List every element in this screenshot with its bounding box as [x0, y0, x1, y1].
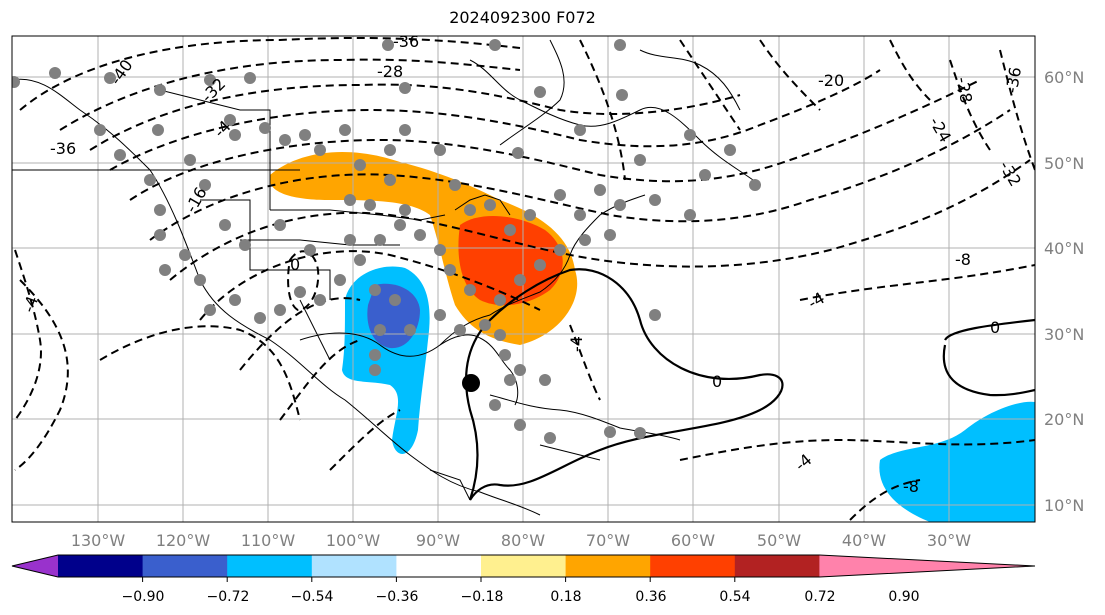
longitude-label: 30°W	[927, 531, 971, 550]
colorbar-tick-label: 0.72	[804, 589, 835, 605]
latitude-label: 60°N	[1044, 68, 1084, 87]
colorbar-segment	[396, 555, 482, 577]
colorbar-segment	[142, 555, 228, 577]
map-border	[11, 35, 1036, 523]
longitude-label: 100°W	[326, 531, 381, 550]
colorbar-tick-label: −0.36	[376, 589, 419, 605]
contour-label: -28	[953, 76, 976, 105]
colorbar-tick-labels: −0.90 −0.72 −0.54 −0.36 −0.18 0.18 0.36 …	[122, 589, 920, 605]
colorbar-outline	[11, 554, 1036, 578]
latitude-label: 50°N	[1044, 154, 1084, 173]
colorbar-segment	[58, 555, 144, 577]
contour-label: -8	[955, 250, 971, 269]
storm-center-marker	[462, 374, 480, 392]
colorbar-segment	[650, 555, 736, 577]
colorbar-segment	[481, 555, 567, 577]
colorbar-segment	[311, 555, 397, 577]
contour-label: -36	[50, 139, 76, 158]
colorbar-tick-label: 0.36	[635, 589, 666, 605]
colorbar-extend-min	[12, 555, 58, 577]
latitude-label: 30°N	[1044, 325, 1084, 344]
contour-label: 0	[290, 255, 300, 274]
colorbar-segment	[734, 555, 820, 577]
strong-positive-anomaly-region	[458, 215, 563, 306]
latitude-label: 20°N	[1044, 410, 1084, 429]
longitude-label: 80°W	[501, 531, 545, 550]
colorbar-segment	[565, 555, 651, 577]
colorbar-tick-label: −0.54	[291, 589, 334, 605]
longitude-label: 120°W	[156, 531, 211, 550]
station-markers	[12, 39, 761, 444]
contour-label: -4	[567, 336, 586, 352]
dashed-contours	[14, 37, 1035, 521]
colorbar-tick-label: −0.90	[122, 589, 165, 605]
map-title: 2024092300 F072	[449, 8, 596, 27]
longitude-label: 70°W	[586, 531, 630, 550]
contour-label: 0	[990, 318, 1000, 337]
colorbar-tick-label: −0.18	[461, 589, 504, 605]
longitude-label: 90°W	[416, 531, 460, 550]
contour-label: -36	[1002, 66, 1025, 95]
zero-contours	[464, 268, 1035, 501]
colorbar-tick-label: 0.18	[550, 589, 581, 605]
longitude-label: 110°W	[241, 531, 296, 550]
contour-label: -28	[377, 62, 403, 81]
colorbar-tick-label: 0.90	[888, 589, 919, 605]
latitude-label: 40°N	[1044, 239, 1084, 258]
longitude-label: 60°W	[671, 531, 715, 550]
longitude-label: 50°W	[757, 531, 801, 550]
colorbar-tick-label: −0.72	[207, 589, 250, 605]
latitude-labels: 60°N 50°N 40°N 30°N 20°N 10°N	[1044, 68, 1084, 515]
contour-label: -4	[19, 293, 42, 314]
colorbar-tick-label: 0.54	[719, 589, 750, 605]
atlantic-negative-anomaly-region	[879, 401, 1035, 522]
longitude-labels: 130°W 120°W 110°W 100°W 90°W 80°W 70°W 6…	[71, 531, 971, 550]
longitude-label: 40°W	[842, 531, 886, 550]
contour-label: -36	[393, 32, 419, 51]
longitude-label: 130°W	[71, 531, 126, 550]
contour-label: -20	[818, 71, 844, 90]
latitude-label: 10°N	[1044, 496, 1084, 515]
contour-label: -8	[903, 477, 919, 496]
colorbar-segment	[227, 555, 313, 577]
colorbar	[11, 554, 1036, 582]
colorbar-extend-max	[819, 555, 1035, 577]
contour-label: 0	[712, 372, 722, 391]
